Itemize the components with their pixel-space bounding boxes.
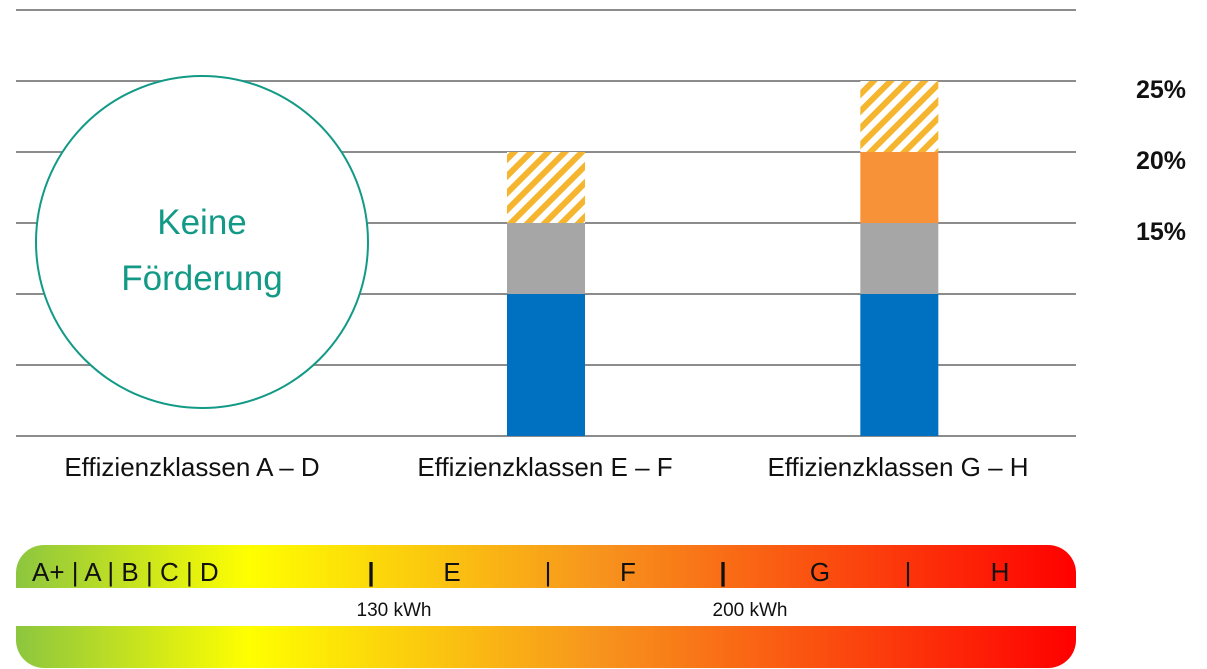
scale-bar-bottom xyxy=(15,626,1076,669)
bar-segment xyxy=(507,294,585,436)
percentage-label: 20% xyxy=(1136,147,1186,175)
scale-separator: | xyxy=(719,557,726,587)
category-label: Effizienzklassen E – F xyxy=(417,452,672,482)
scale-separator: | xyxy=(367,557,374,587)
bars xyxy=(507,81,939,436)
annotation-line2: Förderung xyxy=(121,259,282,298)
category-label: Effizienzklassen A – D xyxy=(64,452,319,482)
percentage-label: 25% xyxy=(1136,76,1186,104)
bar-segment xyxy=(860,152,939,223)
threshold-130: 130 kWh xyxy=(357,600,432,621)
bar-segment xyxy=(507,223,585,294)
bar-segment xyxy=(860,294,939,436)
annotation-line1: Keine xyxy=(157,203,247,242)
category-labels: Effizienzklassen A – D Effizienzklassen … xyxy=(64,452,1028,482)
bar-segment xyxy=(860,223,939,294)
scale-bar-top xyxy=(15,544,1076,588)
scale-label-g: G xyxy=(810,557,830,587)
bar-segment xyxy=(860,81,939,152)
scale-label-ad: A+ | A | B | C | D xyxy=(32,557,219,587)
scale-label-e: E xyxy=(443,557,460,587)
annotation-circle xyxy=(35,75,369,409)
scale-separator: | xyxy=(545,557,552,587)
threshold-200: 200 kWh xyxy=(713,600,788,621)
scale-label-f: F xyxy=(620,557,636,587)
efficiency-scale: A+ | A | B | C | D | E | F | G | H 130 k… xyxy=(15,544,1076,669)
percentage-label: 15% xyxy=(1136,218,1186,246)
percentage-labels: 25% 20% 15% xyxy=(1136,76,1186,246)
no-subsidy-annotation: Keine Förderung xyxy=(35,75,369,409)
scale-separator: | xyxy=(905,557,912,587)
scale-label-h: H xyxy=(991,557,1010,587)
bar-segment xyxy=(507,152,585,223)
category-label: Effizienzklassen G – H xyxy=(767,452,1028,482)
